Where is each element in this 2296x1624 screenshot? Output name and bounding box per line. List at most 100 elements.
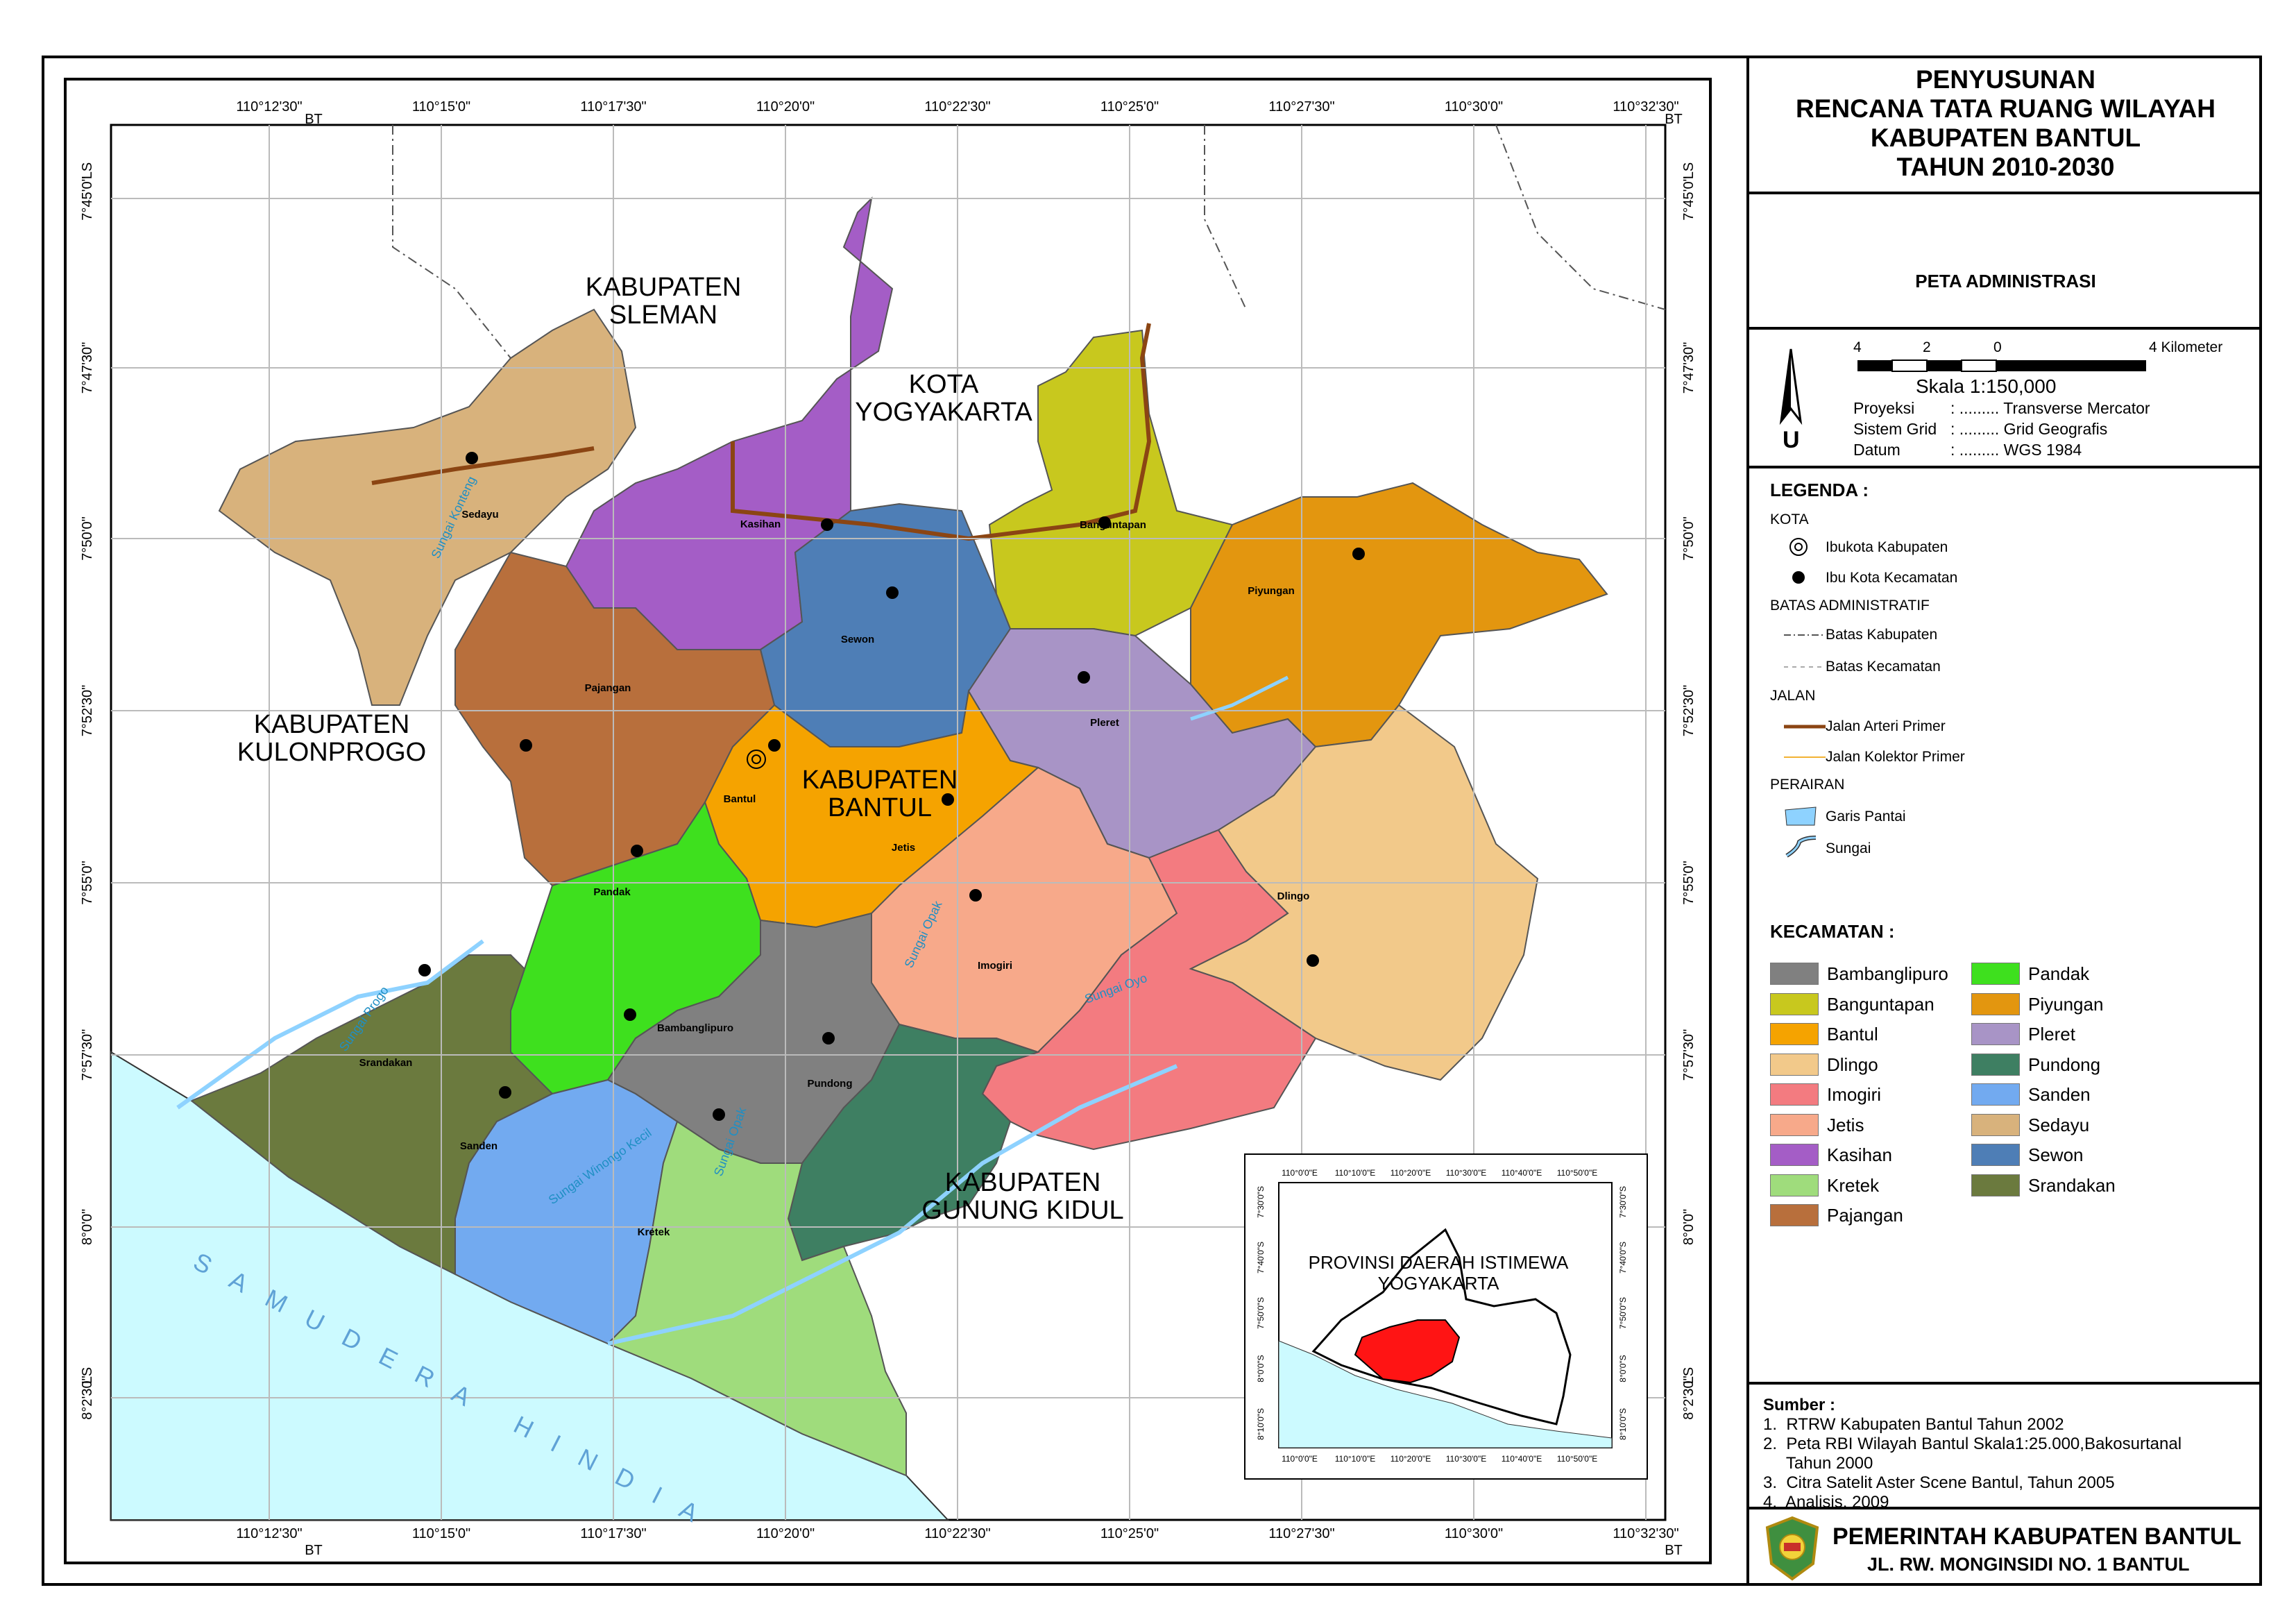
legend-block: LEGENDA : KOTA Ibukota Kabupaten Ibu Kot… — [1749, 468, 2262, 1385]
projection-value: : ......... Grid Geografis — [1950, 420, 2108, 438]
ibukota-kabupaten-marker — [747, 750, 766, 769]
lon-label-top: 110°17'30" — [580, 99, 646, 115]
capital-dot — [1078, 671, 1090, 684]
outer-frame — [42, 56, 2262, 1586]
lon-label-bottom: 110°12'30" — [236, 1526, 302, 1541]
district-srandakan — [190, 954, 554, 1276]
lat-label-left: 7°52'30" — [80, 685, 95, 737]
legend-jalan-kolektor: Jalan Kolektor Primer — [1826, 749, 1965, 765]
kecamatan-name: Kasihan — [1827, 1144, 1892, 1165]
district-kretek — [606, 1120, 907, 1477]
lat-label-right: 7°55'0" — [1681, 861, 1697, 904]
kec-label-banguntapan: Banguntapan — [1080, 519, 1146, 531]
source-item: 2. Peta RBI Wilayah Bantul Skala1:25.000… — [1763, 1435, 2182, 1453]
lat-label-left: 8°0'0" — [80, 1209, 95, 1245]
info-panel: PENYUSUNAN RENCANA TATA RUANG WILAYAH KA… — [1746, 56, 2262, 1586]
ibukota-kabupaten-icon — [1789, 538, 1808, 556]
kecamatan-swatch — [1770, 1023, 1819, 1045]
kecamatan-swatch — [1770, 1053, 1819, 1076]
inset-lon-label: 110°40'0"E — [1502, 1168, 1542, 1178]
legend-group-perairan: PERAIRAN — [1770, 777, 1845, 793]
capital-dot — [1352, 548, 1365, 560]
source-item: 3. Citra Satelit Aster Scene Bantul, Tah… — [1763, 1473, 2115, 1492]
kecamatan-swatch — [1971, 992, 2020, 1015]
garis-pantai-icon — [1785, 806, 1817, 826]
lon-label-top: 110°12'30" — [236, 99, 302, 115]
region-yogyakarta: KOTA YOGYAKARTA — [855, 370, 1032, 427]
kec-label-pajangan: Pajangan — [585, 682, 631, 694]
lat-label-right: 7°47'30" — [1681, 342, 1697, 394]
ibukota-kecamatan-icon — [1792, 571, 1805, 584]
kecamatan-name: Dlingo — [1827, 1054, 1878, 1075]
scale-tick-label: 4 Kilometer — [2149, 339, 2223, 355]
lat-label-right: 8°2'30" — [1681, 1376, 1697, 1419]
kecamatan-name: Kretek — [1827, 1174, 1880, 1196]
kec-label-sewon: Sewon — [841, 634, 874, 645]
legend-jalan-arteri: Jalan Arteri Primer — [1826, 718, 1946, 734]
inset-lon-label: 110°20'0"E — [1391, 1168, 1431, 1178]
title-line: PENYUSUNAN — [1915, 65, 2096, 94]
inset-map: 110°0'0"E 110°10'0"E 110°20'0"E 110°30'0… — [1244, 1153, 1648, 1480]
bt-label: BT — [1665, 112, 1683, 127]
legend-sungai: Sungai — [1826, 840, 1871, 856]
capital-dot — [822, 1032, 835, 1044]
lon-label-bottom: 110°15'0" — [412, 1526, 470, 1541]
legend-group-batas: BATAS ADMINISTRATIF — [1770, 598, 1930, 614]
projection-value: : ......... Transverse Mercator — [1950, 399, 2150, 417]
lon-label-top: 110°20'0" — [756, 99, 815, 115]
inset-lat-label: 7°30'0"S — [1256, 1186, 1266, 1218]
lon-label-top: 110°22'30" — [924, 99, 990, 115]
inset-lat-label: 8°0'0"S — [1256, 1355, 1266, 1382]
source-item: 1. RTRW Kabupaten Bantul Tahun 2002 — [1763, 1415, 2064, 1434]
lat-label-right: 7°57'30" — [1681, 1029, 1697, 1081]
capital-dot — [942, 793, 954, 806]
kec-label-jetis: Jetis — [892, 842, 915, 854]
kecamatan-swatch — [1971, 1144, 2020, 1166]
source-item: Tahun 2000 — [1763, 1454, 1873, 1473]
map-name-block: PETA ADMINISTRASI — [1749, 194, 2262, 330]
ls-label: LS — [80, 162, 95, 179]
jalan-kolektor-icon — [1784, 756, 1826, 758]
inset-lat-label: 7°40'0"S — [1618, 1242, 1628, 1274]
inset-lat-label: 7°50'0"S — [1618, 1297, 1628, 1329]
kecamatan-swatch — [1971, 1023, 2020, 1045]
legend-ibukota-kecamatan: Ibu Kota Kecamatan — [1826, 570, 1958, 586]
title-line: TAHUN 2010-2030 — [1896, 153, 2115, 181]
lat-label-right: 7°50'0" — [1681, 516, 1697, 560]
capital-dot — [768, 739, 781, 752]
inset-title-line2: YOGYAKARTA — [1378, 1273, 1499, 1294]
lat-label-left: 7°50'0" — [80, 516, 95, 560]
district-imogiri — [981, 829, 1317, 1151]
lat-label-left: 8°2'30" — [80, 1376, 95, 1419]
lon-label-bottom: 110°22'30" — [924, 1526, 990, 1541]
title-block: PENYUSUNAN RENCANA TATA RUANG WILAYAH KA… — [1749, 56, 2262, 194]
region-kulonprogo: KABUPATEN KULONPROGO — [237, 710, 426, 767]
batas-kabupaten-icon — [1784, 634, 1826, 636]
kecamatan-name: Sewon — [2028, 1144, 2084, 1165]
inset-lon-label: 110°0'0"E — [1282, 1168, 1318, 1178]
lat-label-right: 8°0'0" — [1681, 1209, 1697, 1245]
kec-label-bantul: Bantul — [724, 793, 756, 805]
kecamatan-swatch — [1971, 1083, 2020, 1106]
kecamatan-name: Srandakan — [2028, 1174, 2116, 1196]
capital-dot — [886, 586, 899, 599]
kec-label-dlingo: Dlingo — [1277, 890, 1310, 902]
capital-dot — [713, 1108, 725, 1121]
kec-label-imogiri: Imogiri — [978, 960, 1012, 972]
inset-lon-label: 110°30'0"E — [1446, 1168, 1487, 1178]
inset-lon-label: 110°40'0"E — [1502, 1454, 1542, 1464]
kec-label-bambanglipuro: Bambanglipuro — [657, 1022, 733, 1034]
capital-dot — [1098, 516, 1111, 529]
lon-label-top: 110°30'0" — [1445, 99, 1503, 115]
bt-label: BT — [305, 1543, 323, 1558]
ls-label: LS — [1681, 162, 1697, 179]
region-sleman: KABUPATEN SLEMAN — [586, 273, 742, 330]
bantul-emblem-icon — [1765, 1516, 1819, 1581]
inset-lon-label: 110°50'0"E — [1557, 1168, 1598, 1178]
kecamatan-swatch — [1971, 1174, 2020, 1196]
lat-label-left: 7°47'30" — [80, 342, 95, 394]
scale-label: Skala 1:150,000 — [1916, 375, 2057, 397]
kecamatan-name: Pundong — [2028, 1054, 2101, 1075]
inset-lon-label: 110°30'0"E — [1446, 1454, 1487, 1464]
